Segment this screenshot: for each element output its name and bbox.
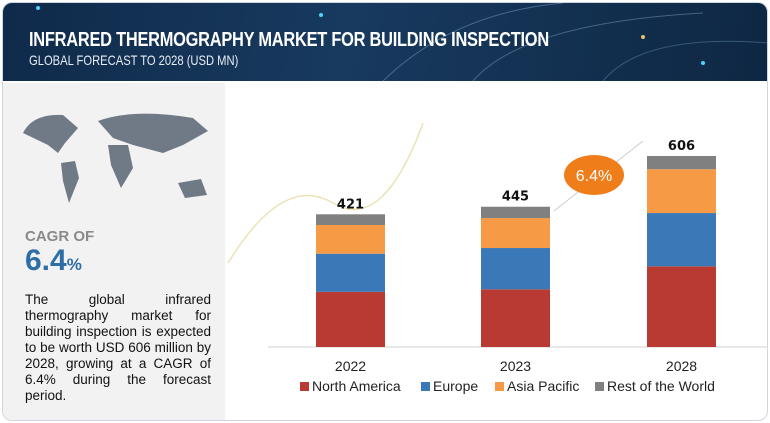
network-lines-decoration	[36, 3, 767, 81]
total-label-2022: 421	[337, 197, 364, 212]
header-banner: INFRARED THERMOGRAPHY MARKET FOR BUILDIN…	[3, 3, 767, 81]
bar-2023-rest-of-the-world	[481, 206, 550, 219]
x-tick-2023: 2023	[500, 358, 531, 374]
bar-2022-north-america	[316, 291, 385, 347]
stacked-bar-chart: 421 2022 445 2023 606 2028 6.4% North America Eu…	[227, 122, 767, 394]
total-label-2028: 606	[668, 139, 695, 154]
bar-2028-rest-of-the-world	[647, 156, 716, 170]
bar-2022-rest-of-the-world	[316, 214, 385, 226]
total-label-2023: 445	[502, 190, 529, 205]
bar-2022-europe	[316, 253, 385, 292]
market-description: The global infrared thermography market …	[25, 292, 211, 403]
legend-label-3: Rest of the World	[607, 378, 715, 394]
bar-2023-asia-pacific	[481, 218, 550, 249]
legend-label-2: Asia Pacific	[507, 378, 579, 394]
cagr-value: 6.4%	[25, 244, 82, 278]
chart-title: INFRARED THERMOGRAPHY MARKET FOR BUILDIN…	[29, 29, 549, 51]
cagr-label: CAGR OF	[25, 228, 95, 245]
legend-label-0: North America	[312, 378, 401, 394]
bar-2028-europe	[647, 213, 716, 267]
decor-curve	[227, 122, 424, 264]
cagr-bubble	[564, 155, 624, 195]
bar-2023-north-america	[481, 289, 550, 347]
legend-swatch-3	[595, 382, 604, 391]
cagr-unit: %	[66, 255, 82, 274]
chart-subtitle: GLOBAL FORECAST TO 2028 (USD MN)	[29, 52, 239, 68]
bar-2028-north-america	[647, 266, 716, 347]
world-map-icon	[23, 113, 208, 203]
bar-2022-asia-pacific	[316, 225, 385, 254]
legend-label-1: Europe	[433, 378, 478, 394]
cagr-bubble-label: 6.4%	[576, 168, 612, 185]
x-tick-2022: 2022	[335, 358, 366, 374]
summary-panel: CAGR OF 6.4% The global infrared thermog…	[3, 83, 225, 420]
x-tick-2028: 2028	[666, 358, 697, 374]
legend-swatch-1	[421, 382, 430, 391]
legend-swatch-2	[495, 382, 504, 391]
bar-2023-europe	[481, 248, 550, 290]
legend-swatch-0	[300, 382, 309, 391]
cagr-number: 6.4	[25, 244, 67, 277]
bar-2028-asia-pacific	[647, 169, 716, 214]
